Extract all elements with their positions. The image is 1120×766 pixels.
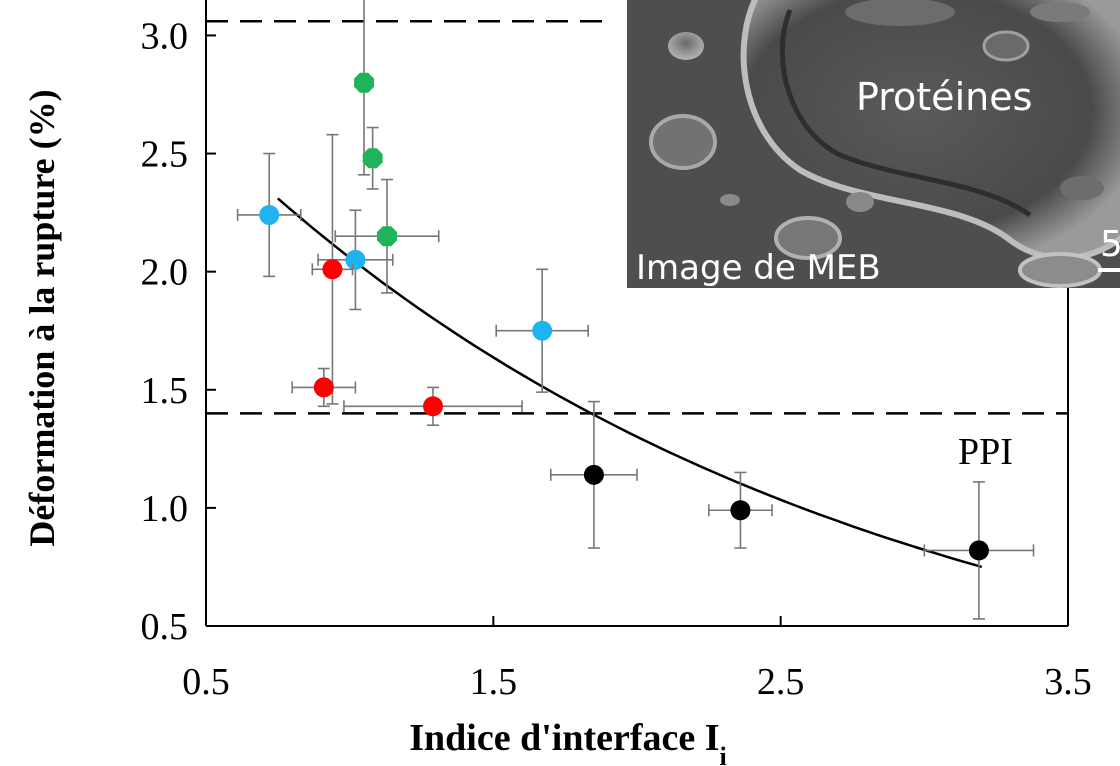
- x-tick-label: 2.5: [757, 661, 805, 703]
- y-axis-title: Déformation à la rupture (%): [22, 89, 62, 546]
- data-point-black: [549, 400, 638, 549]
- ppi-label: PPI: [958, 431, 1013, 473]
- marker: [583, 464, 604, 485]
- data-point-green: [334, 178, 440, 294]
- marker: [377, 226, 397, 247]
- data-point-green: [354, 0, 374, 176]
- marker: [422, 396, 443, 417]
- data-point-red: [291, 367, 357, 408]
- data-points: [236, 0, 1035, 620]
- y-tick-label: 3.0: [141, 15, 189, 57]
- data-point-red: [311, 133, 354, 405]
- inset-scale-fragment: 5: [1100, 224, 1120, 265]
- fit-curve-path: [276, 197, 983, 569]
- marker: [259, 204, 280, 225]
- x-axis-title-subscript: i: [720, 742, 727, 766]
- marker: [730, 500, 751, 521]
- x-ticks: 0.5 1.5 2.5 3.5: [182, 616, 1092, 703]
- data-point-cyan: [236, 152, 302, 278]
- marker: [968, 540, 989, 561]
- x-tick-label: 1.5: [470, 661, 518, 703]
- sem-inset-image: Protéines Image de MEB 5: [627, 0, 1120, 288]
- data-point-cyan: [495, 268, 589, 393]
- y-tick-label: 2.0: [141, 252, 189, 294]
- y-ticks: 0.5 1.0 1.5 2.0 2.5 3.0: [141, 15, 216, 648]
- x-tick-label: 0.5: [182, 661, 230, 703]
- reference-lines: [206, 20, 1068, 415]
- data-point-green: [362, 126, 383, 190]
- y-tick-label: 0.5: [141, 606, 189, 648]
- data-point-black: [708, 471, 773, 549]
- data-point-cyan: [317, 209, 394, 311]
- x-axis-title-main: Indice d'interface I: [409, 717, 719, 759]
- marker: [322, 259, 343, 280]
- inset-label-meb: Image de MEB: [636, 248, 881, 288]
- y-tick-label: 1.5: [141, 370, 189, 412]
- y-tick-label: 2.5: [141, 134, 189, 176]
- marker: [532, 320, 553, 341]
- x-tick-label: 3.5: [1044, 661, 1092, 703]
- data-point-black: [923, 481, 1035, 620]
- marker: [345, 249, 366, 270]
- fit-curve: [276, 197, 983, 569]
- x-axis-title: Indice d'interface Ii: [409, 717, 727, 766]
- data-point-red: [343, 386, 523, 427]
- marker: [354, 72, 374, 93]
- y-tick-label: 1.0: [141, 488, 189, 530]
- marker: [313, 377, 334, 398]
- inset-label-proteines: Protéines: [856, 75, 1032, 119]
- marker: [362, 148, 383, 169]
